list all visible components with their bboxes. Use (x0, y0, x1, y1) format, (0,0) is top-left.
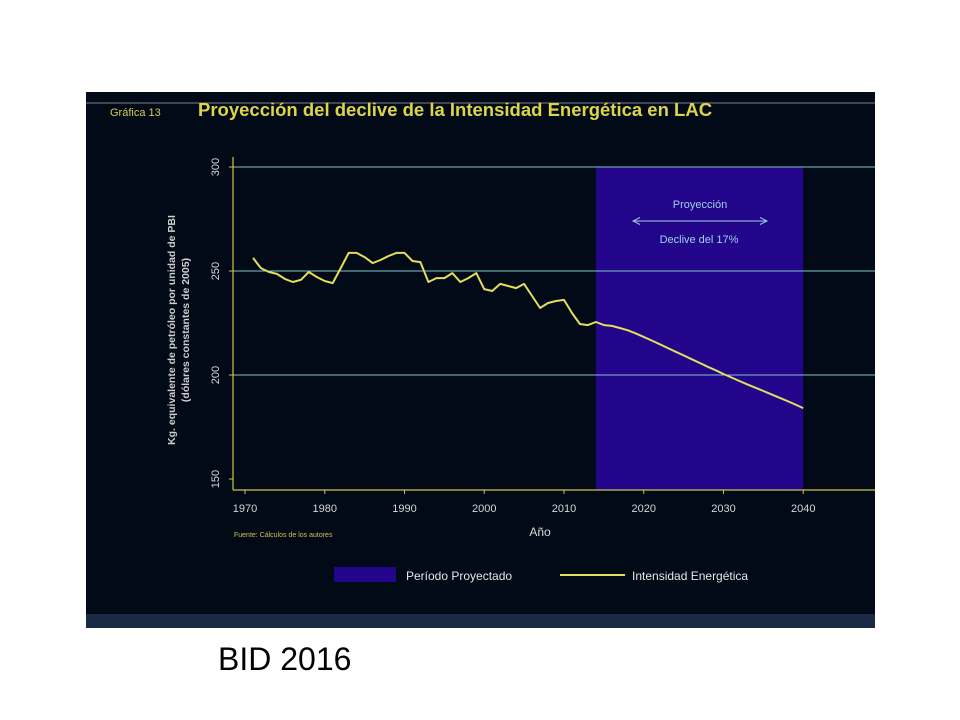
legend-swatch-projection (334, 567, 396, 582)
x-axis-ticks: 1970 1980 1990 2000 2010 2020 2030 2040 (233, 490, 815, 515)
x-tick-label: 1990 (392, 503, 416, 515)
x-tick-label: 2030 (711, 503, 735, 515)
slide-caption: BID 2016 (218, 641, 352, 677)
series-layer (252, 251, 804, 410)
panel-bottom-strip (86, 614, 875, 628)
projection-annotation: Proyección (673, 199, 727, 211)
y-axis-title-line-1: Kg. equivalente de petróleo por unidad d… (166, 215, 178, 445)
x-axis-title: Año (529, 525, 551, 539)
double-arrow-icon (631, 217, 769, 225)
projection-period-rect (595, 167, 804, 490)
x-tick-label: 2040 (791, 503, 815, 515)
x-tick-label: 2010 (552, 503, 576, 515)
legend-label-projection: Período Proyectado (406, 569, 512, 583)
series-line-0 (252, 251, 804, 410)
y-tick-label: 300 (210, 158, 222, 176)
source-note: Fuente: Cálculos de los autores (234, 532, 333, 539)
projection-region-layer (595, 167, 804, 490)
y-tick-label: 200 (210, 366, 222, 384)
decline-annotation: Declive del 17% (660, 234, 739, 246)
y-tick-label: 150 (210, 470, 222, 488)
x-tick-label: 2020 (631, 503, 655, 515)
x-tick-label: 1980 (313, 503, 337, 515)
y-tick-label: 250 (210, 262, 222, 280)
axes (232, 157, 875, 491)
legend-label-series: Intensidad Energética (632, 569, 748, 583)
x-tick-label: 1970 (233, 503, 257, 515)
x-tick-label: 2000 (472, 503, 496, 515)
figure-label: Gráfica 13 (110, 107, 161, 119)
legend: Período Proyectado Intensidad Energética (334, 567, 748, 583)
y-axis-ticks: 150 200 250 300 (210, 158, 233, 488)
chart-title: Proyección del declive de la Intensidad … (198, 99, 712, 120)
y-axis-title-line-2: (dólares constantes de 2005) (180, 258, 192, 402)
